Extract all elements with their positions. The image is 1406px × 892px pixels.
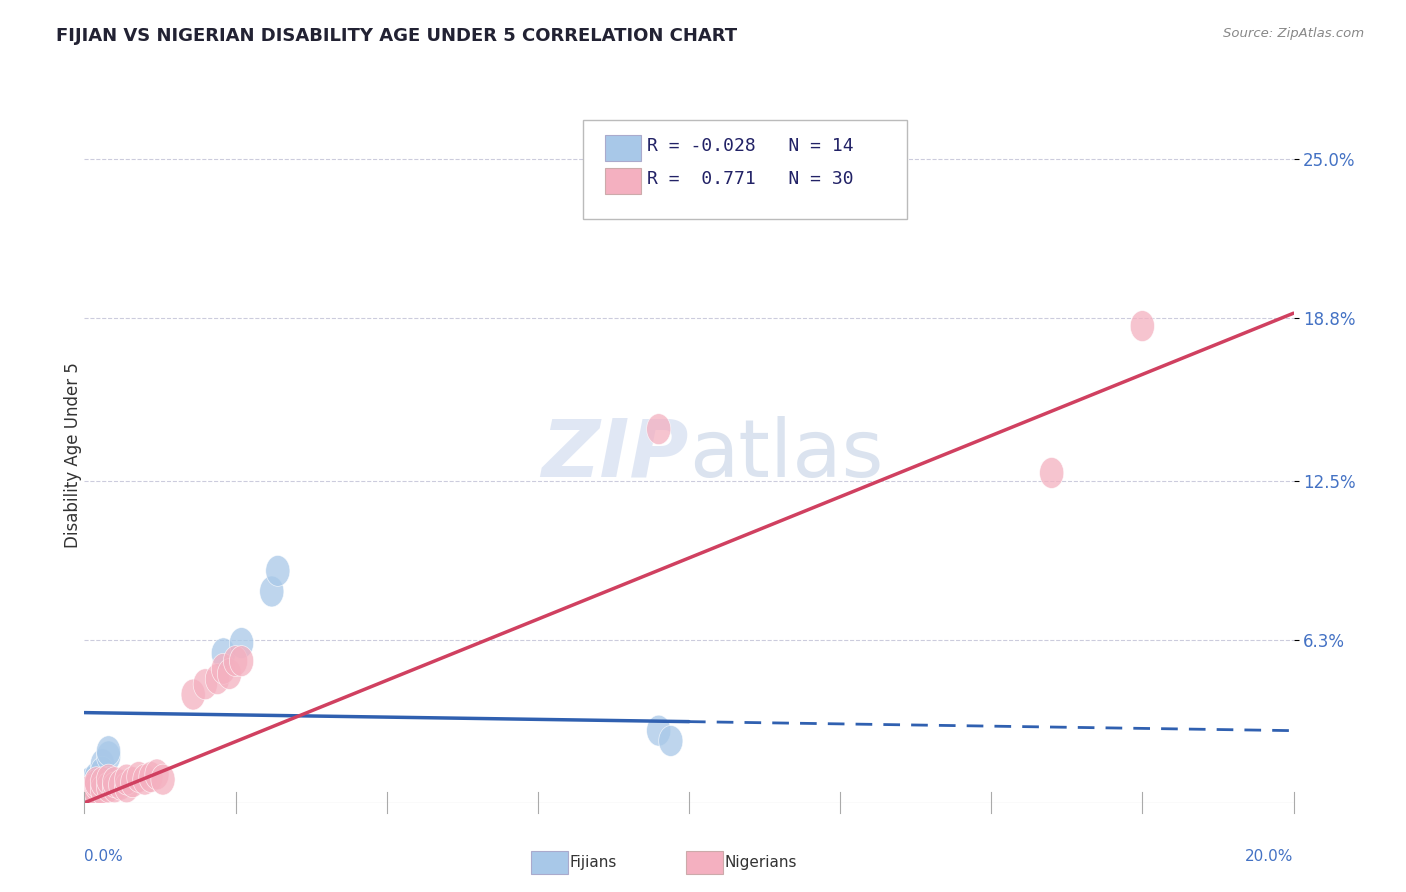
Ellipse shape [229,646,253,676]
Text: 20.0%: 20.0% [1246,849,1294,864]
Text: R =  0.771   N = 30: R = 0.771 N = 30 [647,170,853,188]
Text: atlas: atlas [689,416,883,494]
Ellipse shape [1130,310,1154,342]
Ellipse shape [647,414,671,444]
Ellipse shape [84,769,108,800]
Ellipse shape [181,679,205,710]
Ellipse shape [260,576,284,607]
Ellipse shape [103,772,127,803]
Ellipse shape [193,669,218,699]
Ellipse shape [97,736,121,767]
Text: 0.0%: 0.0% [84,849,124,864]
Ellipse shape [84,767,108,797]
Ellipse shape [90,767,115,797]
Ellipse shape [90,756,115,788]
Ellipse shape [79,774,103,805]
Ellipse shape [97,741,121,772]
Ellipse shape [211,653,236,684]
Ellipse shape [229,628,253,658]
Ellipse shape [103,767,127,797]
Text: R = -0.028   N = 14: R = -0.028 N = 14 [647,137,853,155]
Ellipse shape [647,715,671,746]
Ellipse shape [79,780,103,811]
Ellipse shape [211,638,236,669]
Text: ZIP: ZIP [541,416,689,494]
Text: FIJIAN VS NIGERIAN DISABILITY AGE UNDER 5 CORRELATION CHART: FIJIAN VS NIGERIAN DISABILITY AGE UNDER … [56,27,737,45]
Ellipse shape [150,764,176,795]
Ellipse shape [224,646,247,676]
Ellipse shape [266,556,290,586]
Ellipse shape [84,762,108,792]
Ellipse shape [115,772,139,803]
Ellipse shape [79,767,103,797]
Ellipse shape [205,664,229,695]
Ellipse shape [115,764,139,795]
Ellipse shape [145,759,169,790]
Ellipse shape [108,769,132,800]
Ellipse shape [84,777,108,808]
Ellipse shape [132,764,157,795]
Ellipse shape [659,725,683,756]
Ellipse shape [79,774,103,805]
Ellipse shape [90,748,115,780]
Ellipse shape [90,774,115,805]
Y-axis label: Disability Age Under 5: Disability Age Under 5 [65,362,82,548]
Ellipse shape [127,762,150,792]
Text: Source: ZipAtlas.com: Source: ZipAtlas.com [1223,27,1364,40]
Ellipse shape [139,762,163,792]
Ellipse shape [97,764,121,795]
Text: Nigerians: Nigerians [724,855,797,870]
Ellipse shape [121,767,145,797]
Text: Fijians: Fijians [569,855,617,870]
Ellipse shape [97,772,121,803]
Ellipse shape [1039,458,1064,489]
Ellipse shape [218,658,242,690]
Ellipse shape [84,767,108,797]
